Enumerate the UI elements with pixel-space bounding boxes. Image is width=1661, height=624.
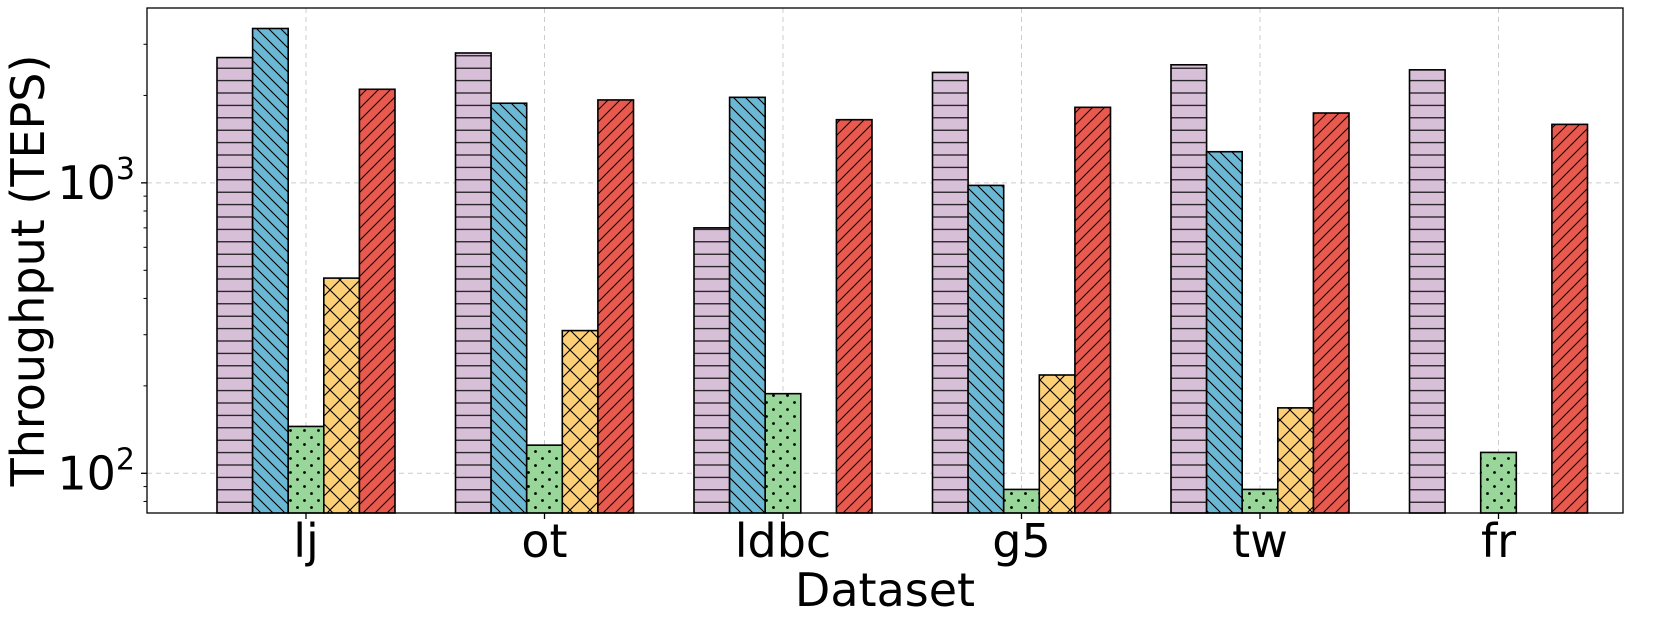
x-tick-label-ldbc: ldbc <box>735 514 831 568</box>
x-tick-label-lj: lj <box>293 514 319 568</box>
bar-g5-s5 <box>1074 106 1112 514</box>
bar-ot-s4 <box>561 329 599 514</box>
y-tick-label: 103 <box>57 152 135 210</box>
bar-tw-s5 <box>1312 112 1350 514</box>
bar-lj-s1 <box>216 56 254 514</box>
bar-fr-s1 <box>1408 69 1446 514</box>
bar-ot-s3 <box>525 444 564 514</box>
x-axis-title: Dataset <box>795 563 975 617</box>
bar-ot-s1 <box>454 52 492 514</box>
bar-ot-s5 <box>597 99 635 514</box>
y-axis-title: Throughput (TEPS) <box>1 55 55 488</box>
bar-ldbc-s1 <box>693 227 731 514</box>
bar-ldbc-s3 <box>764 392 802 514</box>
bar-g5-s2 <box>967 184 1005 514</box>
bar-tw-s1 <box>1170 63 1208 514</box>
y-tick-label: 102 <box>57 442 135 500</box>
bar-lj-s5 <box>358 88 396 514</box>
bar-tw-s3 <box>1241 488 1279 514</box>
bar-lj-s3 <box>287 425 325 514</box>
x-tick-label-ot: ot <box>521 514 567 568</box>
bar-tw-s2 <box>1205 150 1243 514</box>
bar-fr-s3 <box>1479 451 1518 514</box>
x-tick-label-g5: g5 <box>992 514 1050 568</box>
bar-ldbc-s2 <box>728 96 766 514</box>
bars-group <box>216 27 1589 514</box>
x-tick-label-fr: fr <box>1481 514 1516 568</box>
x-tick-label-tw: tw <box>1232 514 1288 568</box>
bar-lj-s2 <box>251 27 290 514</box>
bar-ot-s2 <box>490 102 528 514</box>
bar-tw-s4 <box>1277 407 1315 514</box>
plot-area-frame <box>146 7 1624 514</box>
bar-ldbc-s5 <box>835 118 873 514</box>
bar-g5-s3 <box>1002 488 1041 514</box>
bar-g5-s1 <box>931 71 969 514</box>
bar-lj-s4 <box>322 277 361 514</box>
bar-fr-s5 <box>1551 123 1589 514</box>
bar-g5-s4 <box>1038 374 1076 514</box>
axis-labels: 102 103 lj ot ldbc g5 tw fr <box>57 43 1516 568</box>
